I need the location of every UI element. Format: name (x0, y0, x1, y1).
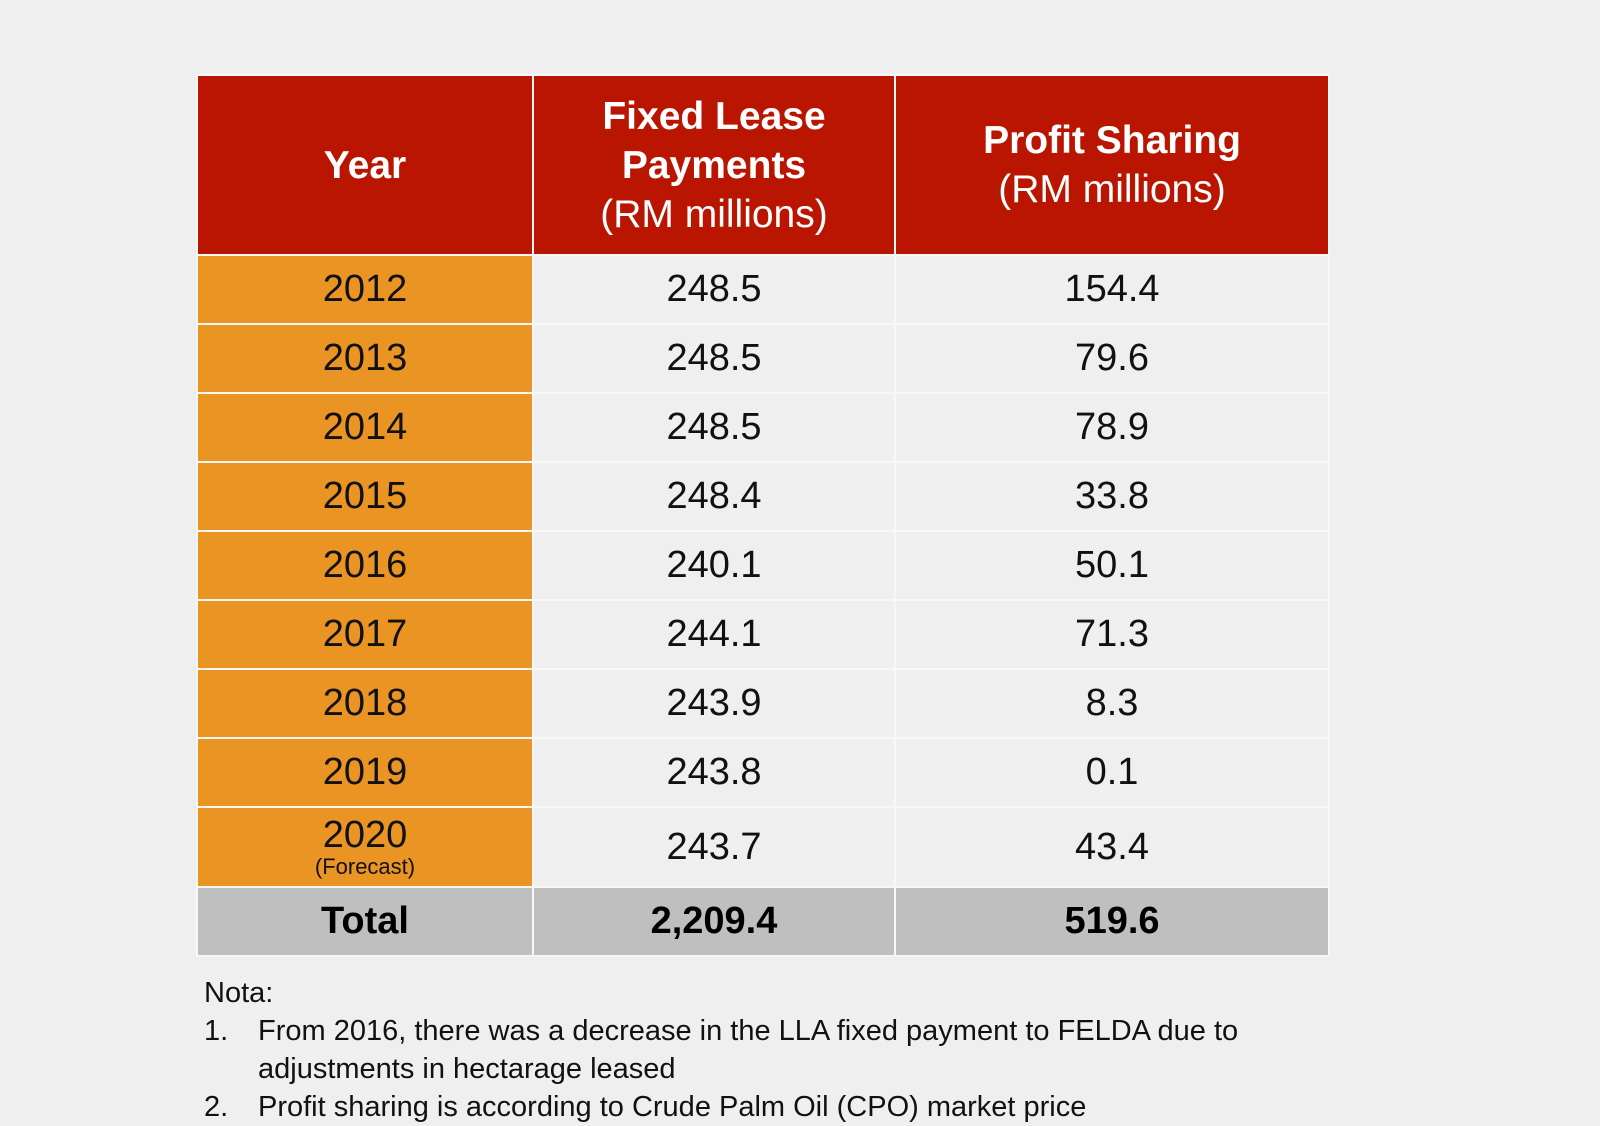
fixed-lease-cell: 243.7 (532, 806, 896, 888)
profit-sharing-cell: 79.6 (894, 323, 1330, 394)
notes-section: Nota: 1. From 2016, there was a decrease… (204, 974, 1324, 1126)
header-year-label: Year (323, 143, 407, 187)
header-year: Year (196, 74, 534, 256)
profit-sharing-cell: 0.1 (894, 737, 1330, 808)
year-cell: 2012 (196, 254, 534, 325)
table-row: 2014 248.5 78.9 (196, 392, 1330, 463)
table-body: 2012 248.5 154.4 2013 248.5 79.6 2014 24… (196, 254, 1330, 888)
header-fixed-lease-unit: (RM millions) (600, 192, 828, 236)
fixed-lease-cell: 248.5 (532, 392, 896, 463)
profit-sharing-cell: 8.3 (894, 668, 1330, 739)
lease-payments-table-container: Year Fixed Lease Payments (RM millions) … (196, 74, 1330, 957)
year-cell: 2018 (196, 668, 534, 739)
profit-sharing-cell: 71.3 (894, 599, 1330, 670)
note-number: 1. (204, 1015, 229, 1047)
year-value: 2020 (322, 814, 408, 856)
header-row: Year Fixed Lease Payments (RM millions) … (196, 74, 1330, 256)
fixed-lease-cell: 243.8 (532, 737, 896, 808)
profit-sharing-cell: 43.4 (894, 806, 1330, 888)
forecast-note: (Forecast) (314, 854, 416, 879)
table-row: 2018 243.9 8.3 (196, 668, 1330, 739)
total-row: Total 2,209.4 519.6 (196, 886, 1330, 957)
fixed-lease-cell: 240.1 (532, 530, 896, 601)
profit-sharing-cell: 50.1 (894, 530, 1330, 601)
year-cell: 2016 (196, 530, 534, 601)
year-cell: 2017 (196, 599, 534, 670)
fixed-lease-cell: 244.1 (532, 599, 896, 670)
total-fixed-lease: 2,209.4 (532, 886, 896, 957)
fixed-lease-cell: 248.5 (532, 254, 896, 325)
note-text: From 2016, there was a decrease in the L… (258, 1015, 1239, 1085)
table-row: 2017 244.1 71.3 (196, 599, 1330, 670)
table-footer: Total 2,209.4 519.6 (196, 886, 1330, 957)
header-profit-sharing-unit: (RM millions) (998, 168, 1226, 211)
note-number: 2. (204, 1091, 229, 1123)
note-item: 1. From 2016, there was a decrease in th… (204, 1012, 1324, 1088)
table-header: Year Fixed Lease Payments (RM millions) … (196, 74, 1330, 256)
fixed-lease-cell: 248.5 (532, 323, 896, 394)
profit-sharing-cell: 154.4 (894, 254, 1330, 325)
table-row: 2013 248.5 79.6 (196, 323, 1330, 394)
profit-sharing-cell: 33.8 (894, 461, 1330, 532)
table-row: 2012 248.5 154.4 (196, 254, 1330, 325)
note-item: 2. Profit sharing is according to Crude … (204, 1088, 1324, 1126)
notes-label: Nota: (204, 977, 274, 1009)
total-profit-sharing: 519.6 (894, 886, 1330, 957)
note-text: Profit sharing is according to Crude Pal… (258, 1091, 1087, 1123)
year-cell: 2013 (196, 323, 534, 394)
table-row: 2019 243.8 0.1 (196, 737, 1330, 808)
fixed-lease-cell: 248.4 (532, 461, 896, 532)
table-row: 2016 240.1 50.1 (196, 530, 1330, 601)
header-profit-sharing-title: Profit Sharing (983, 119, 1241, 162)
year-cell: 2014 (196, 392, 534, 463)
total-label: Total (196, 886, 534, 957)
table-row: 2015 248.4 33.8 (196, 461, 1330, 532)
profit-sharing-cell: 78.9 (894, 392, 1330, 463)
fixed-lease-cell: 243.9 (532, 668, 896, 739)
year-cell: 2019 (196, 737, 534, 808)
lease-payments-table: Year Fixed Lease Payments (RM millions) … (196, 74, 1330, 957)
header-fixed-lease-title: Fixed Lease Payments (602, 94, 826, 187)
header-profit-sharing: Profit Sharing (RM millions) (894, 74, 1330, 256)
header-fixed-lease: Fixed Lease Payments (RM millions) (532, 74, 896, 256)
year-cell: 2020 (Forecast) (196, 806, 534, 888)
table-row: 2020 (Forecast) 243.7 43.4 (196, 806, 1330, 888)
year-cell: 2015 (196, 461, 534, 532)
